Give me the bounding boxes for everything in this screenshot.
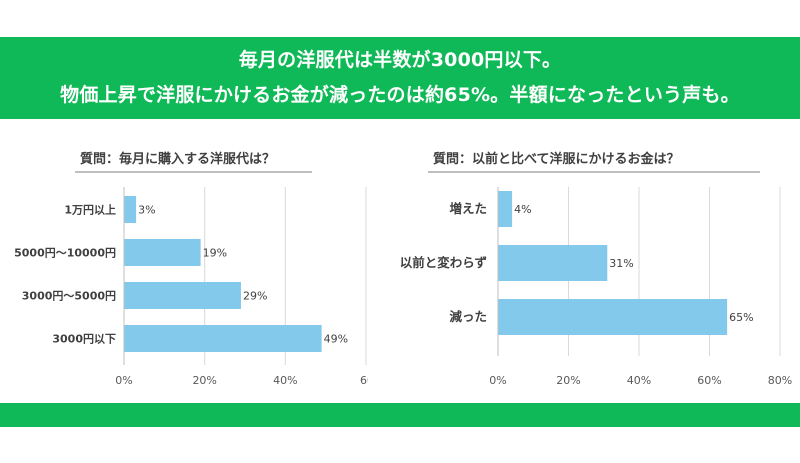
bar	[498, 299, 728, 335]
bar	[124, 239, 201, 266]
x-tick-label: 0%	[115, 374, 132, 387]
data-label: 29%	[243, 290, 267, 303]
clothing-spend-change-chart: 質問：以前と比べて洋服にかけるお金は？ 0% 20% 40% 60% 80% 増えた 4% 以前…	[400, 151, 792, 387]
headline-line-2: 物価上昇で洋服にかけるお金が減ったのは約65%。半額になったという声も。	[60, 84, 740, 106]
category-label: 以前と変わらず	[400, 255, 488, 270]
data-label: 3%	[138, 204, 155, 217]
footer-banner	[0, 403, 800, 427]
category-label: 5000円～10000円	[14, 247, 116, 260]
x-tick-label: 40%	[273, 374, 297, 387]
bar	[124, 196, 137, 223]
x-tick-label: 40%	[627, 374, 651, 387]
x-tick-label: 60%	[697, 374, 721, 387]
category-label: 3000円～5000円	[22, 290, 116, 303]
bar	[498, 191, 513, 227]
data-label: 4%	[514, 203, 531, 216]
data-label: 19%	[203, 247, 227, 260]
category-label: 1万円以上	[64, 203, 116, 217]
bar	[124, 282, 241, 309]
monthly-clothing-spend-chart: 質問：毎月に購入する洋服代は？ 0% 20% 40% 60% 1万円以上 3% 5000円～1…	[14, 151, 384, 387]
bar	[124, 325, 322, 352]
headline-line-1: 毎月の洋服代は半数が3000円以下。	[238, 49, 562, 71]
bar	[498, 245, 608, 281]
data-label: 65%	[729, 311, 753, 324]
data-label: 49%	[324, 333, 348, 346]
x-tick-label: 20%	[556, 374, 580, 387]
x-tick-label: 80%	[768, 374, 792, 387]
category-label: 減った	[449, 309, 487, 324]
x-tick-label: 20%	[192, 374, 216, 387]
category-label: 増えた	[449, 201, 487, 216]
x-tick-label: 0%	[489, 374, 506, 387]
x-tick-label: 60%	[360, 374, 384, 387]
chart-title: 質問：毎月に購入する洋服代は？	[80, 151, 275, 167]
header-banner	[0, 37, 800, 119]
data-label: 31%	[609, 257, 633, 270]
category-label: 3000円以下	[52, 333, 116, 346]
chart-title: 質問：以前と比べて洋服にかけるお金は？	[433, 151, 679, 167]
